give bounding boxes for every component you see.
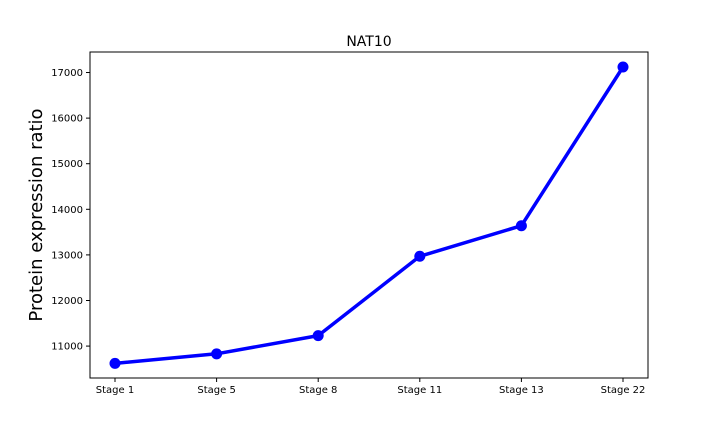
data-point (515, 220, 527, 232)
data-point (312, 330, 324, 342)
x-axis-ticks: Stage 1 Stage 5 Stage 8 Stage 11 Stage 13 Sta… (96, 378, 646, 396)
y-tick-label: 14000 (51, 205, 83, 216)
x-tick-label: Stage 22 (601, 385, 646, 396)
data-point (617, 61, 629, 73)
y-axis-label: Protein expression ratio (26, 108, 47, 321)
y-tick-label: 13000 (51, 250, 83, 261)
y-tick-label: 15000 (51, 159, 83, 170)
x-tick-label: Stage 13 (499, 385, 544, 396)
data-point (414, 250, 426, 262)
x-tick-label: Stage 11 (397, 385, 442, 396)
series-line (114, 66, 625, 366)
series-layer (109, 61, 629, 369)
y-tick-label: 17000 (51, 68, 83, 79)
x-tick-label: Stage 1 (96, 385, 134, 396)
plot-frame (89, 51, 649, 379)
data-point (109, 357, 121, 369)
y-tick-label: 11000 (51, 342, 83, 353)
x-tick-label: Stage 5 (197, 385, 235, 396)
y-axis-ticks: 11000 12000 13000 14000 15000 16000 17000 (51, 68, 90, 353)
x-tick-label: Stage 8 (299, 385, 337, 396)
y-tick-label: 16000 (51, 114, 83, 125)
y-tick-label: 12000 (51, 296, 83, 307)
data-point (211, 348, 223, 360)
chart-title: NAT10 (346, 34, 391, 50)
